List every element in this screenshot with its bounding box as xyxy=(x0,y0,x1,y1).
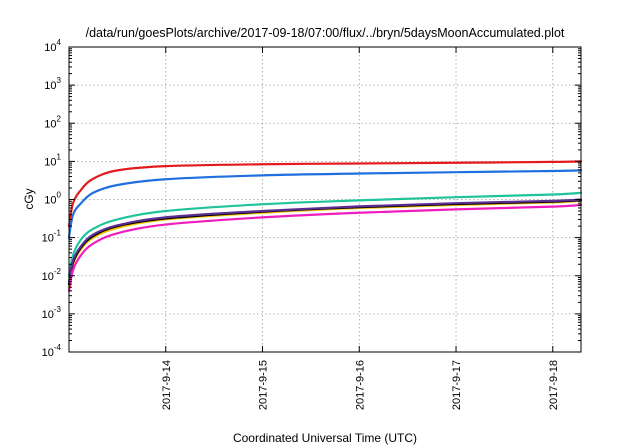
ticks-layer: 10-4 10-3 10-2 10-1 100 101 102 103 104 2017-9-14… xyxy=(42,38,581,410)
y-tick-label: 10-2 xyxy=(42,267,62,283)
series-layer xyxy=(67,160,583,293)
y-tick-label: 10-4 xyxy=(42,343,62,359)
y-tick-label: 10-3 xyxy=(42,305,62,321)
y-tick-label: 103 xyxy=(44,76,61,92)
grid-layer xyxy=(69,47,581,352)
series-line-6 xyxy=(67,198,583,283)
series-line-7 xyxy=(67,203,583,293)
x-axis-label: Coordinated Universal Time (UTC) xyxy=(233,431,417,445)
x-tick-label: 2017-9-16 xyxy=(354,360,366,410)
y-tick-label: 10-1 xyxy=(42,229,62,245)
y-tick-label: 102 xyxy=(44,114,61,130)
x-tick-label: 2017-9-18 xyxy=(548,360,560,410)
x-tick-label: 2017-9-17 xyxy=(451,360,463,410)
y-tick-label: 100 xyxy=(44,191,61,207)
series-line-1 xyxy=(67,160,583,228)
x-tick-label: 2017-9-14 xyxy=(161,360,173,410)
y-tick-label: 104 xyxy=(44,38,61,54)
chart-title: /data/run/goesPlots/archive/2017-09-18/0… xyxy=(86,26,565,40)
y-tick-label: 101 xyxy=(44,152,61,168)
x-tick-label: 2017-9-15 xyxy=(258,360,270,410)
series-line-2 xyxy=(67,169,583,239)
series-line-3 xyxy=(67,191,583,277)
y-axis-label: cGy xyxy=(22,188,36,209)
